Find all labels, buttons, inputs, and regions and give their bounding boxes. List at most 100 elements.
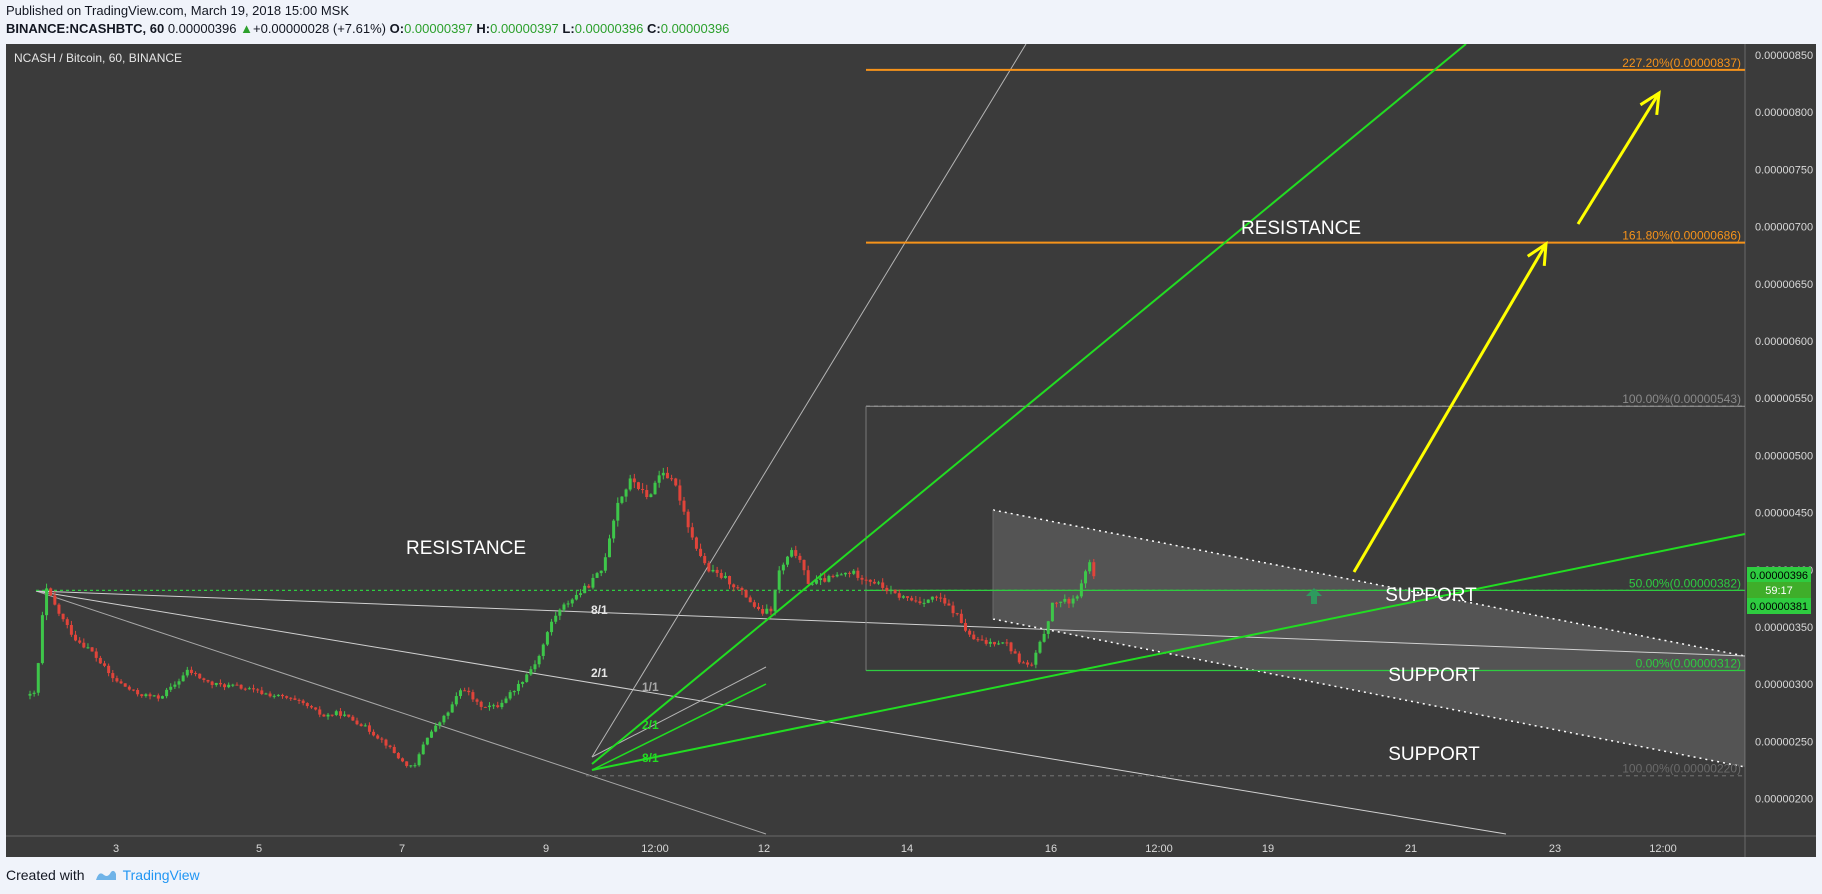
candle-body <box>260 690 264 695</box>
candle-body <box>65 619 69 626</box>
candle-body <box>442 715 446 723</box>
candle-body <box>1009 642 1013 652</box>
candle-body <box>165 689 169 697</box>
published-text: Published on TradingView.com, March 19, … <box>6 3 350 18</box>
candle-body <box>392 746 396 754</box>
candle-body <box>314 707 318 710</box>
candle-body <box>703 556 707 564</box>
candle-body <box>372 731 376 736</box>
candle-body <box>947 603 951 606</box>
candle-body <box>537 655 541 665</box>
x-tick-label: 21 <box>1405 843 1417 855</box>
candle-body <box>835 574 839 577</box>
candle-body <box>235 684 239 686</box>
candle-body <box>380 738 384 740</box>
candle-body <box>252 688 256 690</box>
candle-body <box>641 488 645 491</box>
gann-fan-line <box>591 666 767 758</box>
candle-body <box>1046 621 1050 634</box>
candle-body <box>223 684 227 688</box>
price-axis-marker-label: 0.00000396 <box>1750 570 1808 582</box>
candle-body <box>980 639 984 641</box>
candle-body <box>781 564 785 571</box>
x-tick-label: 5 <box>256 843 262 855</box>
candle-body <box>123 683 127 687</box>
candle-body <box>268 693 272 697</box>
candle-body <box>620 496 624 503</box>
tradingview-brand-link[interactable]: TradingView <box>122 867 200 883</box>
candle-body <box>61 613 65 620</box>
candle-body <box>256 689 260 691</box>
candle-body <box>115 678 119 682</box>
candle-body <box>963 623 967 631</box>
y-tick-label: 0.00000350 <box>1755 622 1813 634</box>
candle-body <box>744 590 748 598</box>
candle-body <box>790 550 794 557</box>
chart-canvas[interactable]: NCASH / Bitcoin, 60, BINANCE 0.00000850 0.… <box>6 44 1816 857</box>
candle-body <box>599 570 603 574</box>
candle-body <box>322 714 326 717</box>
candle-body <box>587 585 591 588</box>
candle-body <box>736 587 740 589</box>
candle-body <box>57 604 61 614</box>
candle-body <box>504 698 508 703</box>
candle-body <box>272 695 276 697</box>
candle-body <box>86 647 90 649</box>
candle-body <box>413 765 417 767</box>
candle-body <box>711 569 715 572</box>
channel-upper-line <box>992 509 1746 657</box>
candle-body <box>723 576 727 578</box>
candle-body <box>1001 642 1005 644</box>
candle-body <box>628 478 632 490</box>
gann-fan-line <box>591 44 1027 758</box>
low-value: 0.00000396 <box>574 21 644 36</box>
chart-annotation: RESISTANCE <box>406 538 526 559</box>
x-tick-label: 9 <box>543 843 549 855</box>
candle-body <box>247 688 251 690</box>
candle-body <box>752 602 756 607</box>
candle-body <box>131 689 135 691</box>
candle-body <box>479 701 483 707</box>
candle-body <box>785 556 789 565</box>
fib-level-label: 0.00%(0.00000312) <box>1636 656 1741 670</box>
candle-body <box>330 714 334 716</box>
candle-body <box>173 684 177 687</box>
candle-body <box>670 478 674 480</box>
candle-body <box>297 699 301 701</box>
x-tick-label: 16 <box>1045 843 1057 855</box>
candle-body <box>984 640 988 644</box>
y-tick-label: 0.00000550 <box>1755 393 1813 405</box>
candle-body <box>32 692 36 694</box>
candle-body <box>156 695 160 699</box>
y-tick-label: 0.00000600 <box>1755 336 1813 348</box>
candle-body <box>1092 562 1096 577</box>
fib-level-label: 100.00%(0.00000220) <box>1622 762 1741 776</box>
price-axis-marker-label: 0.00000381 <box>1750 601 1808 613</box>
candle-body <box>988 641 992 644</box>
candle-body <box>951 605 955 614</box>
candle-body <box>930 596 934 600</box>
price-axis-marker <box>1747 567 1811 583</box>
candle-body <box>90 647 94 652</box>
chart-area[interactable]: NCASH / Bitcoin, 60, BINANCE 0.00000850 0.… <box>6 44 1816 857</box>
candle-body <box>810 583 814 585</box>
candle-body <box>570 599 574 604</box>
candle-body <box>674 478 678 486</box>
open-value: 0.00000397 <box>404 21 473 36</box>
candle-body <box>566 603 570 605</box>
candle-body <box>82 642 86 648</box>
candle-body <box>1042 633 1046 642</box>
breakout-marker-icon <box>1306 588 1322 604</box>
candle-body <box>181 675 185 682</box>
candle-body <box>227 684 231 688</box>
gann-fan-label: 2/1 <box>591 666 608 680</box>
candle-body <box>36 663 40 693</box>
candle-body <box>699 548 703 557</box>
change-arrow-icon: ▲ <box>240 21 253 36</box>
tradingview-logo-icon <box>95 870 116 880</box>
y-tick-label: 0.00000200 <box>1755 794 1813 806</box>
candle-body <box>1063 598 1067 602</box>
candle-body <box>69 625 73 635</box>
candle-body <box>487 705 491 708</box>
candle-body <box>976 639 980 641</box>
